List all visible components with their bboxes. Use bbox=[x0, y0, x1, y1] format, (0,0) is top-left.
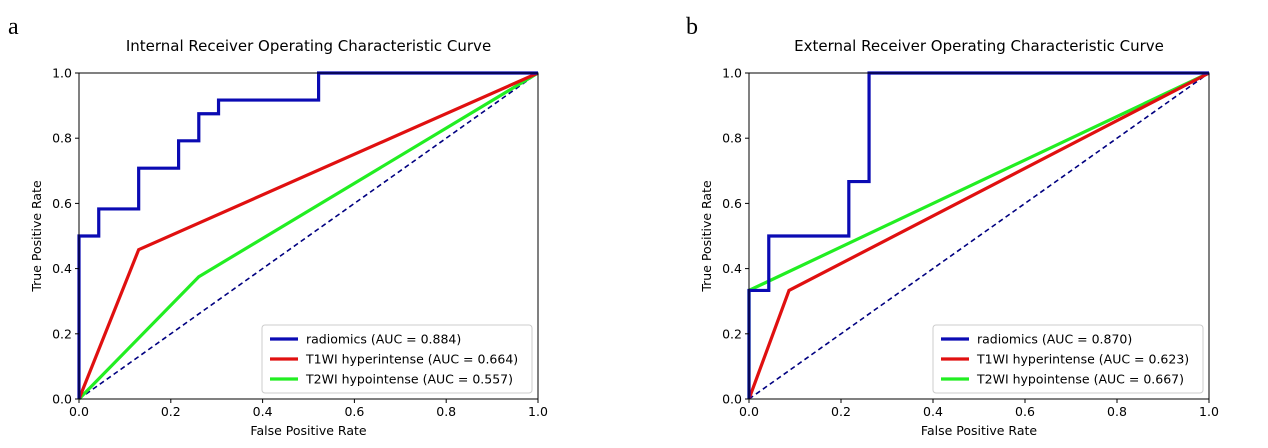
plot-area bbox=[77, 71, 539, 401]
legend-entry-label: T1WI hyperintense (AUC = 0.623) bbox=[976, 352, 1189, 367]
legend: radiomics (AUC = 0.870) T1WI hyperintense… bbox=[932, 324, 1204, 394]
legend: radiomics (AUC = 0.884) T1WI hyperintense… bbox=[261, 324, 533, 394]
x-tick-label: 0.2 bbox=[161, 404, 181, 419]
chart-title: External Receiver Operating Characterist… bbox=[794, 37, 1164, 55]
axes-frame bbox=[748, 72, 1210, 400]
legend-entry-label: T2WI hypointense (AUC = 0.667) bbox=[976, 372, 1184, 387]
legend-entry-label: radiomics (AUC = 0.870) bbox=[977, 332, 1132, 347]
legend-box bbox=[261, 324, 533, 394]
panel-label: a bbox=[8, 14, 19, 40]
x-tick-label: 0.6 bbox=[1015, 404, 1035, 419]
axes-frame bbox=[78, 72, 539, 400]
x-tick-label: 1.0 bbox=[528, 404, 548, 419]
y-tick-label: 0.4 bbox=[722, 261, 742, 276]
y-tick-label: 0.6 bbox=[722, 196, 742, 211]
y-tick-label: 0.8 bbox=[722, 131, 742, 146]
x-tick-label: 0.4 bbox=[253, 404, 273, 419]
panel-label: b bbox=[686, 14, 698, 40]
y-tick-label: 0.2 bbox=[722, 326, 742, 341]
roc-chart-internal: a Internal Receiver Operating Characteris… bbox=[8, 14, 548, 438]
x-tick-label: 0.0 bbox=[739, 404, 759, 419]
x-axis-label: False Positive Rate bbox=[250, 423, 366, 438]
y-tick-label: 0.4 bbox=[52, 261, 72, 276]
y-axis-label: True Positive Rate bbox=[29, 180, 44, 293]
y-tick-label: 0.0 bbox=[722, 392, 742, 407]
series-line-t1wi-hyperintense bbox=[747, 71, 1210, 400]
series-line-radiomics bbox=[77, 71, 538, 399]
chart-title: Internal Receiver Operating Characterist… bbox=[126, 37, 491, 55]
x-tick-label: 0.4 bbox=[923, 404, 943, 419]
series-line-radiomics bbox=[747, 71, 1209, 399]
y-tick-label: 0.8 bbox=[52, 131, 72, 146]
roc-chart-external: b External Receiver Operating Characteris… bbox=[686, 14, 1219, 438]
x-axis-label: False Positive Rate bbox=[921, 423, 1037, 438]
x-tick-label: 0.8 bbox=[436, 404, 456, 419]
x-tick-label: 0.0 bbox=[69, 404, 89, 419]
x-tick-label: 0.2 bbox=[831, 404, 851, 419]
y-axis-label: True Positive Rate bbox=[699, 180, 714, 293]
legend-entry-label: T2WI hypointense (AUC = 0.557) bbox=[305, 372, 513, 387]
diagonal-reference-line bbox=[78, 72, 539, 400]
x-tick-label: 1.0 bbox=[1199, 404, 1219, 419]
legend-entry-label: radiomics (AUC = 0.884) bbox=[306, 332, 461, 347]
y-tick-label: 0.0 bbox=[52, 392, 72, 407]
series-line-t2wi-hypointense bbox=[77, 71, 539, 401]
y-tick-label: 1.0 bbox=[722, 66, 742, 81]
y-tick-label: 1.0 bbox=[52, 66, 72, 81]
x-tick-label: 0.6 bbox=[344, 404, 364, 419]
y-tick-label: 0.6 bbox=[52, 196, 72, 211]
x-tick-label: 0.8 bbox=[1107, 404, 1127, 419]
diagonal-reference-line bbox=[748, 72, 1210, 400]
legend-entry-label: T1WI hyperintense (AUC = 0.664) bbox=[305, 352, 518, 367]
series-line-t1wi-hyperintense bbox=[77, 71, 539, 400]
y-tick-label: 0.2 bbox=[52, 326, 72, 341]
legend-box bbox=[932, 324, 1204, 394]
